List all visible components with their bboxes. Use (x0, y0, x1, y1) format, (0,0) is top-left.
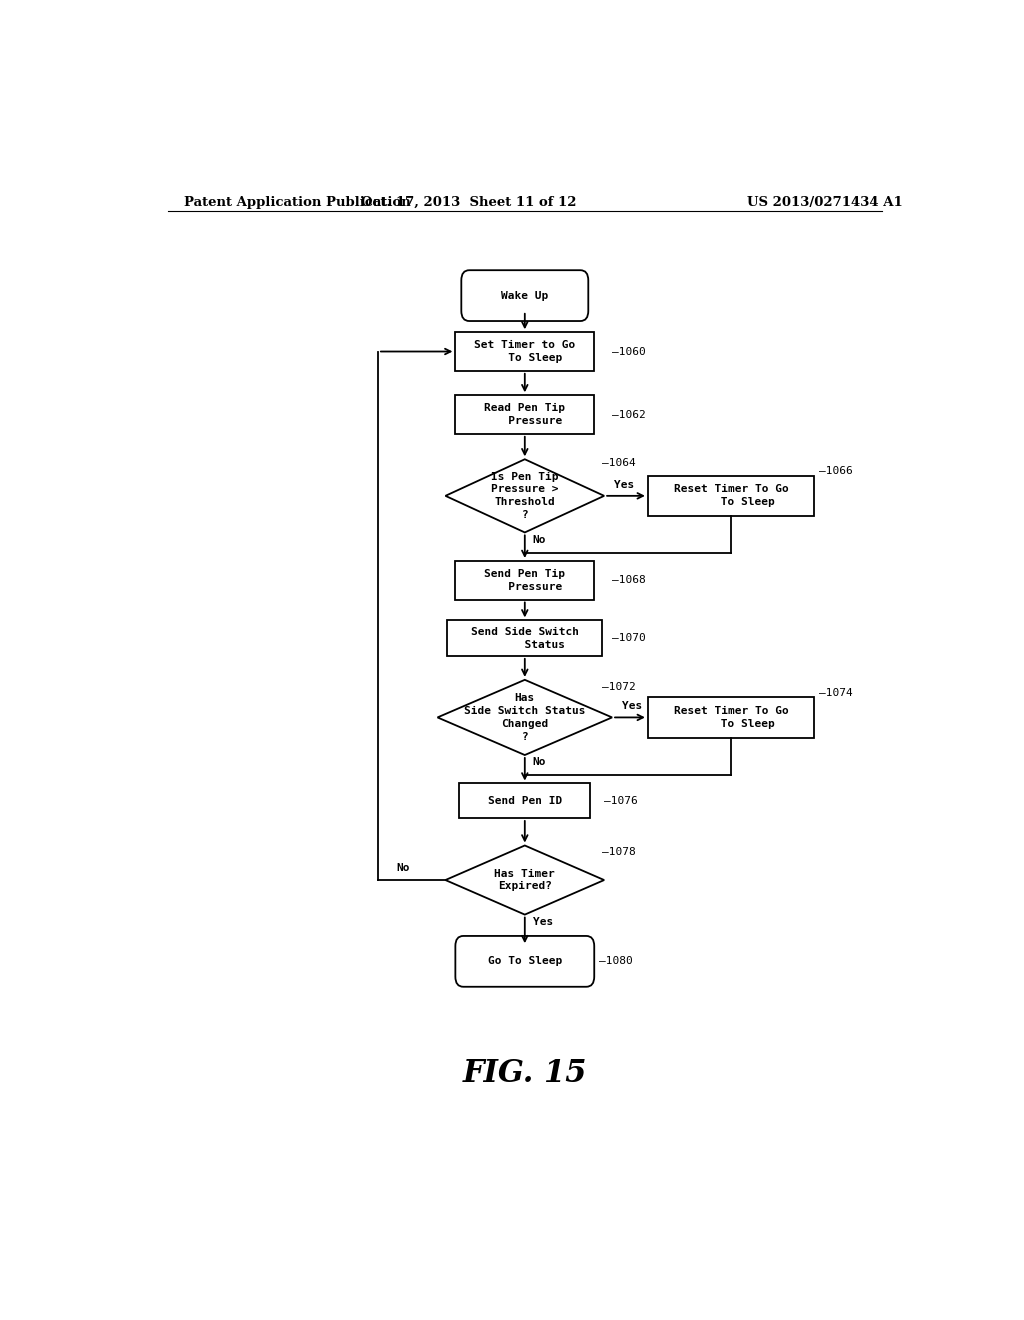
FancyBboxPatch shape (648, 697, 814, 738)
FancyBboxPatch shape (456, 561, 594, 599)
Text: Reset Timer To Go
     To Sleep: Reset Timer To Go To Sleep (674, 484, 788, 507)
Text: US 2013/0271434 A1: US 2013/0271434 A1 (748, 195, 903, 209)
Text: No: No (532, 535, 546, 545)
Text: Send Side Switch
      Status: Send Side Switch Status (471, 627, 579, 649)
Text: Send Pen ID: Send Pen ID (487, 796, 562, 805)
Polygon shape (437, 680, 612, 755)
Polygon shape (445, 846, 604, 915)
Text: —1078: —1078 (602, 846, 636, 857)
Text: —1064: —1064 (602, 458, 636, 469)
Text: Has Timer
Expired?: Has Timer Expired? (495, 869, 555, 891)
Text: Wake Up: Wake Up (501, 290, 549, 301)
Polygon shape (445, 459, 604, 532)
Text: Patent Application Publication: Patent Application Publication (183, 195, 411, 209)
FancyBboxPatch shape (456, 395, 594, 434)
Text: Reset Timer To Go
     To Sleep: Reset Timer To Go To Sleep (674, 706, 788, 729)
FancyBboxPatch shape (456, 333, 594, 371)
Text: —1072: —1072 (602, 682, 636, 692)
Text: Yes: Yes (532, 917, 553, 927)
Text: —1062: —1062 (612, 409, 646, 420)
Text: —1070: —1070 (612, 634, 646, 643)
Text: No: No (396, 863, 410, 873)
Text: No: No (532, 758, 546, 767)
Text: Yes: Yes (613, 479, 634, 490)
Text: Is Pen Tip
Pressure >
Threshold
?: Is Pen Tip Pressure > Threshold ? (492, 471, 558, 520)
Text: —1068: —1068 (612, 576, 646, 585)
Text: Send Pen Tip
   Pressure: Send Pen Tip Pressure (484, 569, 565, 591)
Text: —1074: —1074 (819, 688, 853, 698)
FancyBboxPatch shape (456, 936, 594, 987)
Text: —1076: —1076 (604, 796, 638, 805)
Text: Oct. 17, 2013  Sheet 11 of 12: Oct. 17, 2013 Sheet 11 of 12 (361, 195, 577, 209)
FancyBboxPatch shape (447, 620, 602, 656)
Text: —1060: —1060 (612, 347, 646, 356)
FancyBboxPatch shape (461, 271, 588, 321)
FancyBboxPatch shape (460, 784, 590, 818)
Text: —1066: —1066 (819, 466, 853, 477)
Text: Go To Sleep: Go To Sleep (487, 957, 562, 966)
Text: Read Pen Tip
   Pressure: Read Pen Tip Pressure (484, 403, 565, 426)
Text: —1080: —1080 (599, 957, 633, 966)
Text: Set Timer to Go
   To Sleep: Set Timer to Go To Sleep (474, 341, 575, 363)
FancyBboxPatch shape (648, 475, 814, 516)
Text: Has
Side Switch Status
Changed
?: Has Side Switch Status Changed ? (464, 693, 586, 742)
Text: FIG. 15: FIG. 15 (463, 1057, 587, 1089)
Text: Yes: Yes (622, 701, 642, 711)
